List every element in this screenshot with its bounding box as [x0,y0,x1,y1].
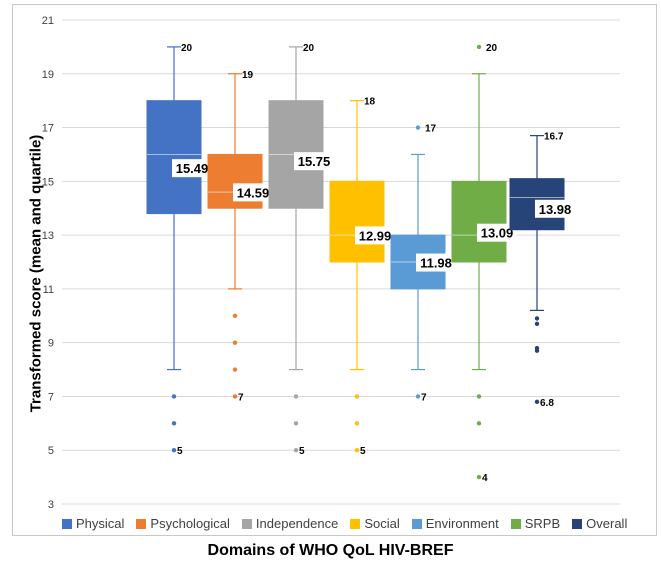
min-label: 5 [177,446,183,457]
mean-label: 13.98 [539,202,572,217]
outlier-point [476,394,482,399]
outlier-point [415,125,421,130]
y-tick-label: 5 [48,445,54,457]
mean-label-bg [294,152,334,171]
max-label: 20 [181,43,193,54]
outlier-point [232,367,238,372]
outlier-point [293,421,299,426]
mean-label: 15.75 [298,154,331,169]
legend-item: Overall [572,516,627,531]
legend-label: Environment [425,516,499,531]
max-label: 17 [425,124,437,135]
outlier-point [534,399,540,405]
legend: Physical Psychological Independence Social E… [62,516,627,531]
legend-label: Social [364,516,400,531]
outlier-point [171,421,177,426]
x-axis-label: Domains of WHO QoL HIV-BREF [207,542,454,559]
outlier-point [354,421,360,426]
mean-label: 14.59 [237,185,270,200]
mean-label-bg [477,223,517,242]
min-label: 7 [421,392,427,403]
mean-label-bg [416,253,456,272]
outlier-point [476,421,482,426]
y-tick-label: 11 [43,284,54,296]
legend-item: Physical [62,516,124,531]
legend-item: Environment [411,516,499,531]
legend-label: Independence [255,516,339,531]
y-tick-label: 21 [42,15,54,27]
y-tick-label: 15 [42,176,54,188]
max-label: 20 [303,43,315,54]
max-label: 19 [242,70,254,81]
mean-label-bg [535,199,575,218]
y-tick-label: 13 [42,230,54,242]
legend-item: Social [350,516,400,531]
outlier-point [293,448,299,453]
mean-label: 12.99 [359,228,392,243]
box-physical [146,100,202,215]
outlier-point [171,448,177,453]
y-tick-label: 7 [48,391,54,403]
legend-label: Physical [76,516,125,531]
outlier-point [232,394,238,399]
legend-item: SRPB [510,516,561,531]
box-social [329,180,385,263]
outlier-point [534,348,540,353]
mean-label: 13.09 [481,226,514,241]
outlier-point [476,474,482,480]
max-label: 18 [364,97,376,108]
mean-label-bg [172,159,212,178]
legend-swatch [572,518,583,529]
chart-frame [12,4,657,536]
min-label: 5 [360,446,366,457]
legend-item: Independence [241,516,339,531]
outlier-point [534,321,540,327]
legend-swatch [411,518,422,529]
y-axis-label: Transformed score (mean and quartile) [27,134,45,413]
min-label: 4 [482,473,488,484]
legend-label: SRPB [524,516,561,531]
legend-swatch [350,518,361,529]
outlier-point [354,394,360,399]
legend-swatch [136,518,147,529]
mean-label: 11.98 [420,256,452,271]
outlier-point [476,44,482,50]
min-label: 5 [299,446,305,457]
legend-swatch [510,518,521,529]
outlier-point [354,448,360,453]
legend-swatch [241,518,252,529]
y-tick-label: 3 [48,499,54,511]
max-label: 20 [486,43,498,54]
legend-label: Overall [586,516,628,531]
box-srpb [451,180,507,263]
max-label: 16.7 [544,132,564,143]
min-label: 6.8 [540,398,554,409]
y-tick-label: 9 [48,338,54,350]
outlier-point [232,340,238,345]
mean-label-bg [233,183,273,202]
outlier-point [415,394,421,399]
y-tick-label: 17 [42,123,54,135]
outlier-point [232,313,238,318]
y-tick-label: 19 [42,69,54,81]
min-label: 7 [238,392,244,403]
mean-label-bg [355,226,395,245]
mean-label: 15.49 [176,161,209,176]
outlier-point [534,316,540,321]
legend-item: Psychological [136,516,230,531]
legend-label: Psychological [150,516,230,531]
outlier-point [171,394,177,399]
outlier-point [293,394,299,399]
legend-swatch [62,518,72,529]
